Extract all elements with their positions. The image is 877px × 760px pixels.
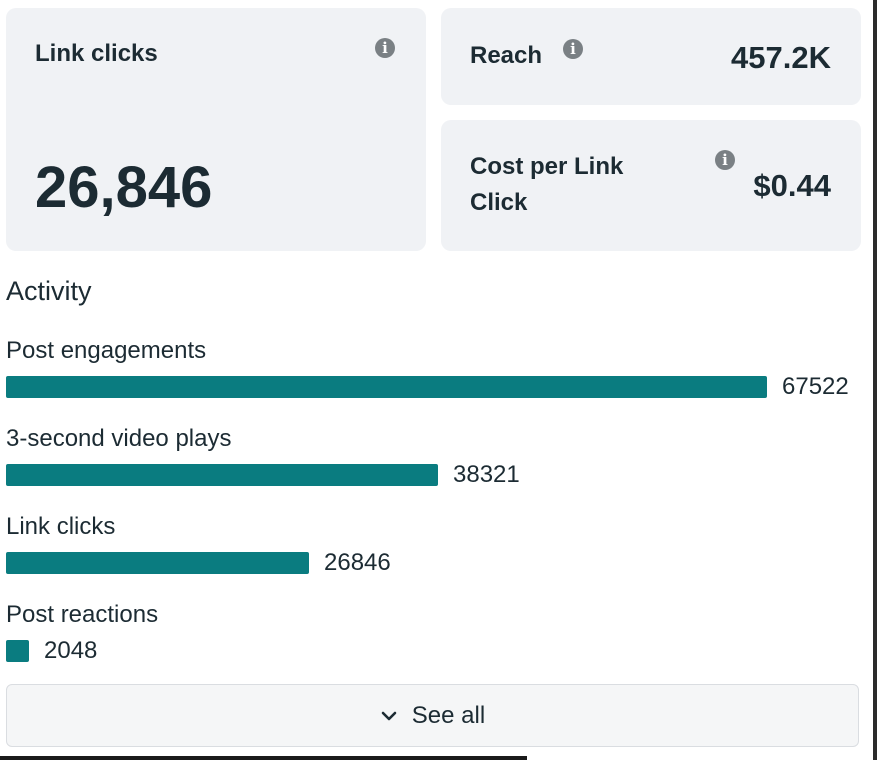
- cost-per-link-click-card: Cost per Link Click i $0.44: [441, 120, 861, 251]
- activity-bar: [6, 552, 309, 574]
- link-clicks-card: Link clicks i 26,846: [6, 8, 426, 251]
- metric-label: Post engagements: [6, 337, 207, 364]
- activity-bar-value: 38321: [453, 461, 520, 488]
- activity-bar: [6, 464, 438, 486]
- activity-bar-value: 2048: [44, 637, 98, 664]
- activity-bar-value: 67522: [782, 373, 849, 400]
- link-clicks-value: 26,846: [35, 155, 213, 220]
- window-edge: [0, 756, 527, 760]
- activity-title: Activity: [6, 276, 92, 306]
- cost-per-link-click-value: $0.44: [753, 168, 831, 203]
- metric-label: Link clicks: [6, 513, 116, 540]
- reach-value: 457.2K: [731, 40, 831, 75]
- activity-bar: [6, 376, 767, 398]
- see-all-button[interactable]: See all: [6, 684, 859, 747]
- info-icon[interactable]: i: [375, 38, 395, 58]
- metric-label: Post reactions: [6, 601, 159, 628]
- chevron-down-icon: [381, 711, 397, 720]
- cost-per-link-click-label-line2: Click: [470, 189, 528, 216]
- activity-bar: [6, 640, 29, 662]
- metric-label: 3-second video plays: [6, 425, 232, 452]
- info-icon[interactable]: i: [715, 150, 735, 170]
- window-edge: [873, 0, 877, 760]
- see-all-label: See all: [411, 701, 486, 729]
- cost-per-link-click-label-line1: Cost per Link: [470, 153, 624, 180]
- reach-card-label: Reach: [470, 42, 543, 69]
- info-icon[interactable]: i: [563, 39, 583, 59]
- activity-bar-value: 26846: [324, 549, 391, 576]
- link-clicks-card-label: Link clicks: [35, 40, 158, 67]
- reach-card: Reach i 457.2K: [441, 8, 861, 105]
